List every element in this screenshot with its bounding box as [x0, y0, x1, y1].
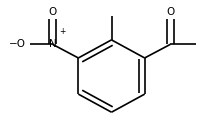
- Text: +: +: [59, 27, 66, 36]
- Text: N: N: [49, 39, 57, 49]
- Text: −O: −O: [9, 39, 26, 49]
- Text: O: O: [49, 7, 57, 16]
- Text: O: O: [166, 7, 174, 16]
